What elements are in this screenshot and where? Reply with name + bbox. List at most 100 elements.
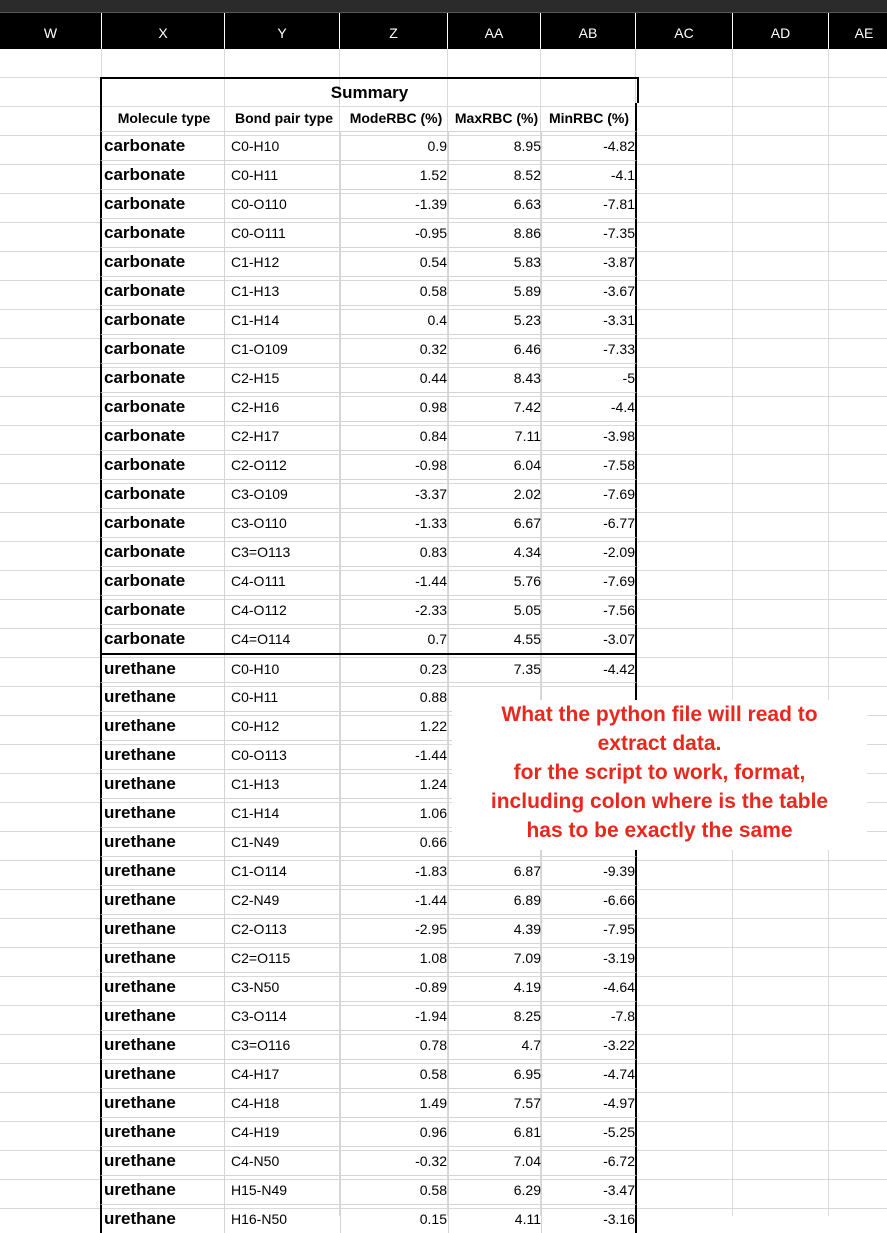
column-header-ac[interactable]: AC: [636, 13, 733, 49]
cell-molecule-type[interactable]: urethane: [104, 919, 176, 938]
cell-min-rbc[interactable]: -3.19: [603, 950, 635, 966]
cell-max-rbc[interactable]: 4.39: [513, 921, 541, 937]
cell-mode-rbc[interactable]: 0.96: [419, 1124, 447, 1140]
cell-mode-rbc[interactable]: -1.83: [415, 863, 447, 879]
cell-min-rbc[interactable]: -4.74: [603, 1066, 635, 1082]
cell-min-rbc[interactable]: -4.64: [603, 979, 635, 995]
cell-bond-pair-type[interactable]: C4-O111: [231, 573, 286, 589]
cell-max-rbc[interactable]: 6.95: [513, 1066, 541, 1082]
cell-min-rbc[interactable]: -4.1: [610, 167, 635, 183]
cell-molecule-type[interactable]: urethane: [104, 832, 176, 851]
header-max-rbc[interactable]: MaxRBC (%): [454, 110, 539, 126]
cell-max-rbc[interactable]: 7.35: [513, 661, 541, 677]
cell-mode-rbc[interactable]: 0.84: [419, 428, 447, 444]
cell-max-rbc[interactable]: 7.11: [514, 428, 541, 444]
cell-max-rbc[interactable]: 6.46: [513, 341, 541, 357]
header-min-rbc[interactable]: MinRBC (%): [548, 110, 630, 126]
cell-bond-pair-type[interactable]: C1-O109: [231, 341, 288, 357]
annotation-note[interactable]: What the python file will read to extract…: [452, 700, 867, 850]
cell-molecule-type[interactable]: carbonate: [104, 310, 186, 329]
cell-molecule-type[interactable]: carbonate: [104, 165, 186, 184]
cell-bond-pair-type[interactable]: C4-H17: [231, 1066, 280, 1082]
cell-min-rbc[interactable]: -3.87: [603, 254, 635, 270]
cell-mode-rbc[interactable]: -0.95: [415, 225, 447, 241]
cell-bond-pair-type[interactable]: C2-H15: [231, 370, 280, 386]
cell-mode-rbc[interactable]: -1.94: [415, 1008, 447, 1024]
cell-molecule-type[interactable]: urethane: [104, 1064, 176, 1083]
cell-molecule-type[interactable]: urethane: [104, 1180, 176, 1199]
cell-mode-rbc[interactable]: 0.44: [419, 370, 447, 386]
cell-molecule-type[interactable]: carbonate: [104, 426, 186, 445]
cell-molecule-type[interactable]: urethane: [104, 861, 176, 880]
cell-molecule-type[interactable]: urethane: [104, 774, 176, 793]
cell-bond-pair-type[interactable]: C4-H19: [231, 1124, 280, 1140]
cell-bond-pair-type[interactable]: C4-O112: [231, 602, 287, 618]
cell-min-rbc[interactable]: -3.67: [603, 283, 635, 299]
cell-max-rbc[interactable]: 7.09: [513, 950, 541, 966]
cell-bond-pair-type[interactable]: C3-O109: [231, 486, 288, 502]
cell-bond-pair-type[interactable]: C4-N50: [231, 1153, 280, 1169]
cell-molecule-type[interactable]: carbonate: [104, 252, 186, 271]
cell-bond-pair-type[interactable]: C0-H12: [231, 718, 280, 734]
cell-molecule-type[interactable]: carbonate: [104, 455, 186, 474]
cell-mode-rbc[interactable]: 0.4: [427, 312, 447, 328]
cell-mode-rbc[interactable]: -1.39: [415, 196, 447, 212]
cell-molecule-type[interactable]: carbonate: [104, 368, 186, 387]
cell-molecule-type[interactable]: urethane: [104, 977, 176, 996]
cell-molecule-type[interactable]: urethane: [104, 1006, 176, 1025]
cell-bond-pair-type[interactable]: C2-H16: [231, 399, 280, 415]
cell-mode-rbc[interactable]: 0.9: [427, 138, 447, 154]
cell-bond-pair-type[interactable]: C0-H10: [231, 138, 280, 154]
cell-bond-pair-type[interactable]: C1-H14: [231, 805, 280, 821]
cell-mode-rbc[interactable]: 0.83: [419, 544, 447, 560]
cell-max-rbc[interactable]: 6.81: [513, 1124, 541, 1140]
cell-max-rbc[interactable]: 6.89: [513, 892, 541, 908]
column-header-ad[interactable]: AD: [733, 13, 829, 49]
cell-min-rbc[interactable]: -7.56: [603, 602, 635, 618]
cell-molecule-type[interactable]: carbonate: [104, 281, 186, 300]
cell-mode-rbc[interactable]: -2.33: [415, 602, 447, 618]
cell-mode-rbc[interactable]: 0.7: [427, 631, 447, 647]
cell-min-rbc[interactable]: -7.35: [603, 225, 635, 241]
cell-mode-rbc[interactable]: 1.52: [419, 167, 447, 183]
cell-max-rbc[interactable]: 6.29: [513, 1182, 541, 1198]
column-header-y[interactable]: Y: [225, 13, 340, 49]
cell-molecule-type[interactable]: carbonate: [104, 223, 186, 242]
cell-max-rbc[interactable]: 5.23: [513, 312, 541, 328]
cell-mode-rbc[interactable]: 0.58: [419, 1182, 447, 1198]
cell-molecule-type[interactable]: urethane: [104, 803, 176, 822]
cell-max-rbc[interactable]: 2.02: [513, 486, 541, 502]
cell-molecule-type[interactable]: urethane: [104, 1151, 176, 1170]
cell-max-rbc[interactable]: 7.42: [513, 399, 541, 415]
cell-max-rbc[interactable]: 5.83: [513, 254, 541, 270]
cell-min-rbc[interactable]: -3.98: [603, 428, 635, 444]
column-header-aa[interactable]: AA: [448, 13, 541, 49]
cell-min-rbc[interactable]: -7.95: [603, 921, 635, 937]
cell-mode-rbc[interactable]: 0.66: [419, 834, 447, 850]
cell-min-rbc[interactable]: -3.22: [603, 1037, 635, 1053]
cell-molecule-type[interactable]: urethane: [104, 745, 176, 764]
cell-max-rbc[interactable]: 8.43: [513, 370, 541, 386]
cell-mode-rbc[interactable]: 1.06: [419, 805, 447, 821]
cell-min-rbc[interactable]: -3.16: [603, 1211, 635, 1227]
cell-mode-rbc[interactable]: 0.23: [419, 661, 447, 677]
cell-bond-pair-type[interactable]: C4-H18: [231, 1095, 280, 1111]
cell-min-rbc[interactable]: -3.31: [603, 312, 635, 328]
cell-bond-pair-type[interactable]: H16-N50: [231, 1211, 288, 1227]
cell-molecule-type[interactable]: urethane: [104, 659, 176, 678]
cell-bond-pair-type[interactable]: C0-O110: [231, 196, 287, 212]
cell-bond-pair-type[interactable]: C1-H14: [231, 312, 280, 328]
cell-mode-rbc[interactable]: -1.33: [415, 515, 447, 531]
cell-min-rbc[interactable]: -3.47: [603, 1182, 635, 1198]
cell-min-rbc[interactable]: -4.4: [610, 399, 635, 415]
cell-mode-rbc[interactable]: 1.49: [419, 1095, 447, 1111]
cell-molecule-type[interactable]: urethane: [104, 948, 176, 967]
cell-max-rbc[interactable]: 5.89: [513, 283, 541, 299]
cell-max-rbc[interactable]: 4.55: [513, 631, 541, 647]
cell-min-rbc[interactable]: -4.82: [603, 138, 635, 154]
cell-min-rbc[interactable]: -7.33: [603, 341, 635, 357]
sheet-grid[interactable]: [0, 48, 887, 1216]
cell-bond-pair-type[interactable]: C3-O110: [231, 515, 287, 531]
cell-bond-pair-type[interactable]: C0-O113: [231, 747, 287, 763]
cell-min-rbc[interactable]: -7.81: [603, 196, 635, 212]
